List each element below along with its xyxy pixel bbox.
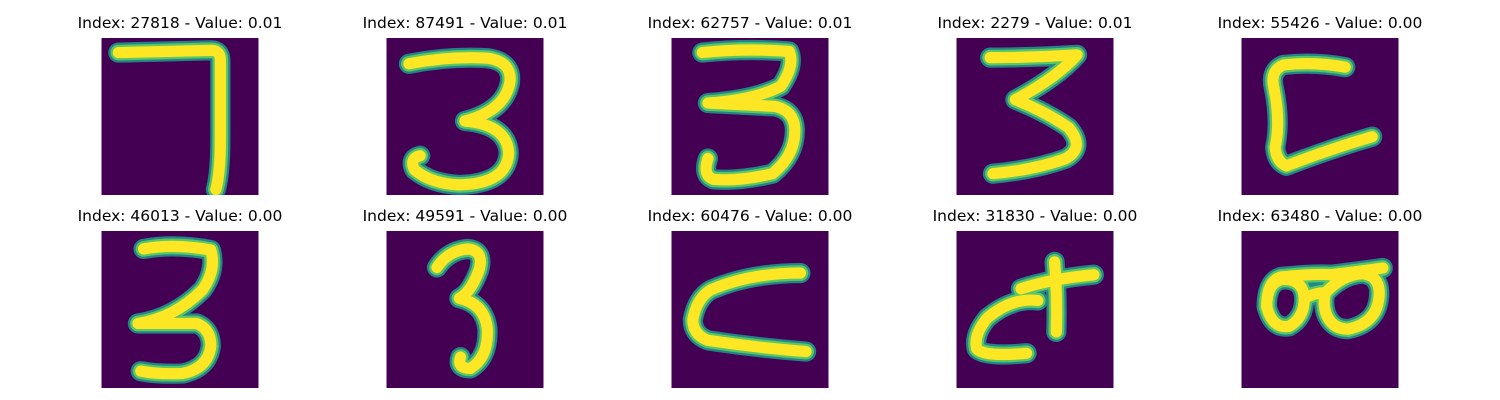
digit-stroke [970,294,1044,361]
panel-title: Index: 87491 - Value: 0.01 [362,14,568,32]
panel-title: Index: 55426 - Value: 0.00 [1217,14,1423,32]
digit-image [956,231,1114,388]
digit-stroke [1049,256,1063,338]
panel-title: Index: 2279 - Value: 0.01 [937,14,1133,32]
panel-6: Index: 49591 - Value: 0.00 [335,196,595,388]
digit-stroke [687,267,812,358]
panel-title: Index: 31830 - Value: 0.00 [932,207,1138,225]
digit-stroke [984,49,1083,180]
digit-stroke [431,243,494,374]
digit-stroke [1267,58,1378,172]
panel-title: Index: 46013 - Value: 0.00 [77,207,283,225]
panel-3: Index: 2279 - Value: 0.01 [905,3,1165,195]
digit-stroke [112,44,226,195]
panel-0: Index: 27818 - Value: 0.01 [50,3,310,195]
digit-image [101,231,259,388]
panel-7: Index: 60476 - Value: 0.00 [620,196,880,388]
panel-8: Index: 31830 - Value: 0.00 [905,196,1165,388]
digit-image [671,38,829,195]
digit-background [101,38,259,195]
panel-title: Index: 63480 - Value: 0.00 [1217,207,1423,225]
panel-4: Index: 55426 - Value: 0.00 [1190,3,1450,195]
digit-image [386,38,544,195]
digit-stroke [1298,287,1332,304]
panel-title: Index: 27818 - Value: 0.01 [77,14,283,32]
digit-image [386,231,544,388]
panel-9: Index: 63480 - Value: 0.00 [1190,196,1450,388]
panel-1: Index: 87491 - Value: 0.01 [335,3,595,195]
digit-image [1241,231,1399,388]
digit-stroke [696,44,801,186]
panel-title: Index: 62757 - Value: 0.01 [647,14,853,32]
digit-stroke [403,52,516,191]
panel-title: Index: 49591 - Value: 0.00 [362,207,568,225]
digit-image [956,38,1114,195]
digit-stroke [132,240,219,380]
panel-title: Index: 60476 - Value: 0.00 [647,207,853,225]
digit-image [1241,38,1399,195]
panel-2: Index: 62757 - Value: 0.01 [620,3,880,195]
digit-image [671,231,829,388]
digit-image [101,38,259,195]
digit-stroke [1261,262,1389,313]
panel-5: Index: 46013 - Value: 0.00 [50,196,310,388]
